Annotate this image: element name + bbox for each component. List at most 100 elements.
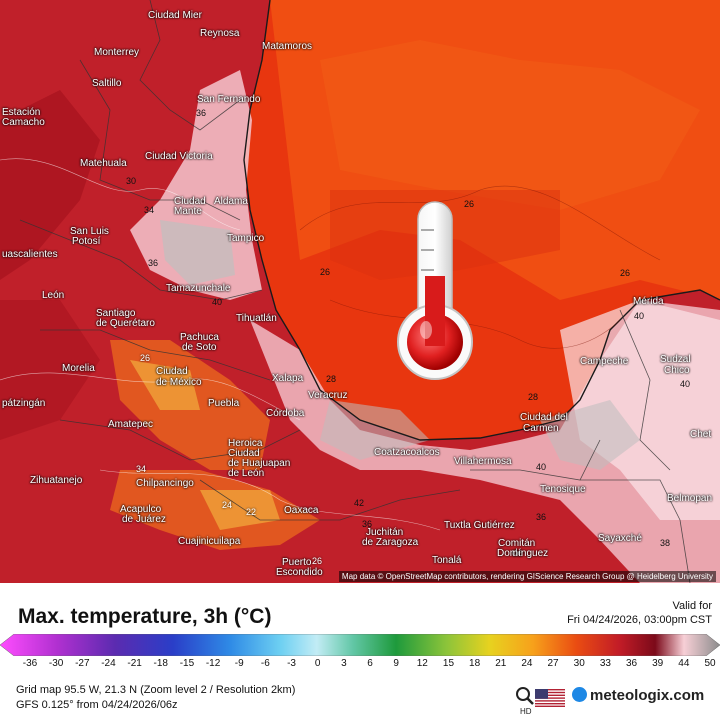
isotherm-label: 34 <box>136 464 147 474</box>
city-label: Potosí <box>72 236 101 247</box>
valid-label: Valid for <box>672 600 712 612</box>
city-label: Veracruz <box>308 390 348 401</box>
scale-tick-label: -24 <box>101 658 116 669</box>
valid-datetime: Fri 04/24/2026, 03:00pm CST <box>567 614 712 626</box>
thermometer-icon <box>397 201 473 380</box>
city-label: de Huajuapan <box>228 458 291 469</box>
scale-tick-label: -15 <box>179 658 195 669</box>
scale-tick-label: -18 <box>153 658 168 669</box>
isotherm-label: 36 <box>148 258 159 268</box>
model-info: GFS 0.125° from 04/24/2026/06z <box>16 699 178 711</box>
color-scale-bar <box>0 634 720 656</box>
city-label: Escondido <box>276 567 323 578</box>
map-title: Max. temperature, 3h (°C) <box>18 605 272 628</box>
scale-tick-label: 15 <box>442 658 455 669</box>
scale-tick-label: 0 <box>314 658 321 669</box>
isotherm-label: 26 <box>620 268 631 278</box>
city-label: Cuajinicuilapa <box>178 536 241 547</box>
city-label: Campeche <box>580 356 629 367</box>
city-label: Acapulco <box>120 504 162 515</box>
scale-tick-label: 36 <box>625 658 638 669</box>
city-label: Coatzacoalcos <box>374 447 440 458</box>
brand-name: meteologix.com <box>590 687 705 704</box>
city-label: Morelia <box>62 363 95 374</box>
city-label: Sayaxché <box>598 533 642 544</box>
scale-tick-label: -21 <box>127 658 142 669</box>
hd-label: HD <box>520 707 532 715</box>
isotherm-label: 24 <box>222 500 233 510</box>
city-label: Mante <box>174 206 202 217</box>
city-label: Comitán <box>498 538 536 549</box>
isotherm-label: 30 <box>126 176 137 186</box>
scale-tick-label: -9 <box>234 658 244 669</box>
city-label: San Fernando <box>197 94 261 105</box>
city-label: Villahermosa <box>454 456 512 467</box>
city-label: Matehuala <box>80 158 127 169</box>
map-canvas <box>0 0 720 583</box>
meteologix-logo-icon <box>572 687 587 702</box>
city-label: Tonalá <box>432 555 462 566</box>
scale-tick-label: 12 <box>416 658 428 669</box>
city-label: Aldama <box>214 196 248 207</box>
isotherm-label: 26 <box>464 199 475 209</box>
city-label: de Juárez <box>122 514 166 525</box>
isotherm-label: 40 <box>212 297 223 307</box>
city-label: uascalientes <box>2 249 58 260</box>
scale-tick-label: -12 <box>205 658 221 669</box>
city-label: Sudzal <box>660 354 691 365</box>
scale-tick-label: -6 <box>260 658 270 669</box>
city-label: Puebla <box>208 398 240 409</box>
scale-tick-label: -27 <box>75 658 90 669</box>
city-label: de León <box>228 468 265 479</box>
isotherm-label: 34 <box>144 205 155 215</box>
city-label: Matamoros <box>262 41 313 52</box>
city-label: San Luis <box>70 226 109 237</box>
scale-tick-label: 30 <box>573 658 585 669</box>
scale-tick-label: 3 <box>341 658 347 669</box>
isotherm-label: 40 <box>680 379 691 389</box>
city-label: Xalapa <box>272 373 304 384</box>
scale-tick-label: 24 <box>521 658 533 669</box>
city-label: Tihuatlán <box>236 313 277 324</box>
city-label: de México <box>156 377 202 388</box>
us-flag-icon[interactable] <box>535 689 565 707</box>
hd-zoom-icon[interactable]: HD <box>514 685 536 715</box>
city-label: Córdoba <box>266 408 305 419</box>
city-label: Heroica <box>228 438 263 449</box>
city-label: Chet <box>690 429 712 440</box>
isotherm-label: 26 <box>140 353 151 363</box>
isotherm-label: 38 <box>660 538 671 548</box>
city-label: Ciudad <box>156 366 188 377</box>
city-label: Puerto <box>282 557 312 568</box>
scale-tick-label: 6 <box>367 658 373 669</box>
isotherm-label: 28 <box>326 374 337 384</box>
isotherm-label: 40 <box>536 462 547 472</box>
city-label: Ciudad <box>174 196 206 207</box>
city-label: Tenosique <box>540 484 586 495</box>
city-label: Camacho <box>2 117 45 128</box>
brand-logo[interactable]: meteologix.com <box>572 687 704 704</box>
scale-tick-label: 44 <box>678 658 690 669</box>
city-label: Estación <box>2 107 41 118</box>
scale-tick-label: 21 <box>495 658 507 669</box>
city-label: de Querétaro <box>96 318 155 329</box>
map-attribution: Map data © OpenStreetMap contributors, r… <box>338 571 716 582</box>
city-label: Domínguez <box>497 548 549 559</box>
city-label: Saltillo <box>92 78 122 89</box>
city-label: Monterrey <box>94 47 140 58</box>
city-label: Tamazunchale <box>166 283 231 294</box>
city-label: Santiago <box>96 308 136 319</box>
scale-tick-label: 27 <box>547 658 559 669</box>
city-label: Chico <box>664 365 690 376</box>
isotherm-label: 42 <box>354 498 365 508</box>
scale-tick-label: 9 <box>393 658 399 669</box>
weather-map[interactable]: Ciudad Mier Reynosa Matamoros Monterrey Salt… <box>0 0 720 583</box>
isotherm-label: 26 <box>320 267 331 277</box>
city-label: Ciudad <box>228 448 260 459</box>
city-label: Ciudad del <box>520 412 568 423</box>
city-label: de Soto <box>182 342 217 353</box>
scale-tick-label: 33 <box>599 658 611 669</box>
city-label: Tampico <box>227 233 265 244</box>
scale-tick-label: -36 <box>22 658 38 669</box>
city-label: Reynosa <box>200 28 240 39</box>
